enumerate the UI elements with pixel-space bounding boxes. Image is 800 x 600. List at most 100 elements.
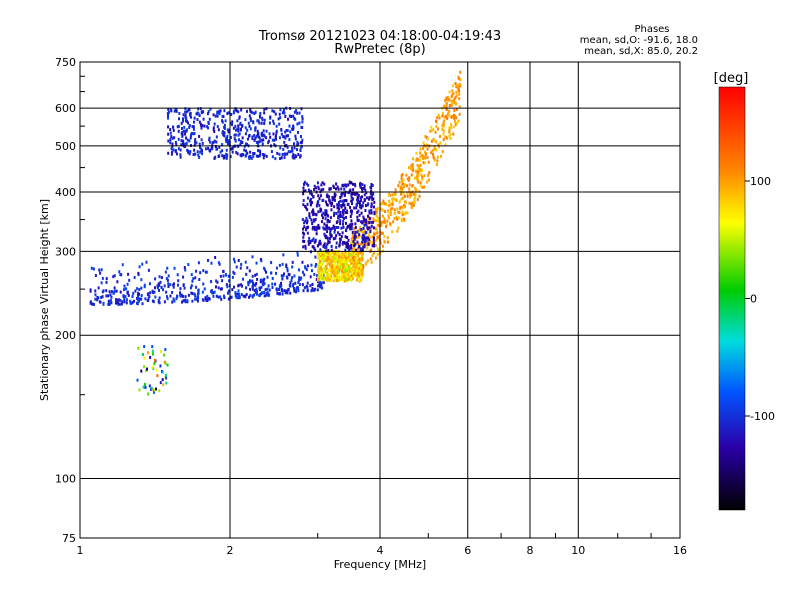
scatter-point (342, 201, 345, 205)
scatter-point (283, 152, 286, 156)
scatter-point (356, 230, 359, 234)
scatter-point (367, 242, 370, 246)
scatter-point (350, 278, 353, 282)
scatter-point (347, 183, 350, 187)
scatter-point (362, 231, 365, 235)
scatter-point (314, 255, 317, 259)
scatter-point (255, 292, 258, 296)
scatter-point (175, 297, 178, 301)
scatter-point (303, 221, 306, 225)
scatter-point (287, 150, 290, 154)
scatter-point (458, 92, 461, 96)
scatter-point (458, 97, 461, 101)
scatter-point (454, 82, 457, 86)
scatter-point (251, 279, 254, 283)
scatter-point (301, 283, 304, 287)
scatter-point (448, 104, 451, 108)
scatter-point (225, 273, 228, 277)
scatter-point (266, 275, 269, 279)
scatter-point (343, 254, 346, 258)
scatter-point (375, 208, 378, 212)
scatter-point (430, 125, 433, 129)
scatter-point (113, 289, 116, 293)
scatter-point (448, 126, 451, 130)
scatter-point (248, 124, 251, 128)
scatter-point (263, 153, 266, 157)
scatter-point (188, 139, 191, 143)
scatter-point (116, 280, 119, 284)
scatter-point (404, 200, 407, 204)
scatter-point (379, 241, 382, 245)
scatter-point (354, 253, 357, 257)
scatter-point (343, 262, 346, 266)
scatter-point (314, 248, 317, 252)
scatter-point (249, 154, 252, 158)
scatter-point (333, 256, 336, 260)
scatter-point (265, 270, 268, 274)
scatter-point (233, 133, 236, 137)
scatter-point (201, 290, 204, 294)
scatter-point (285, 129, 288, 133)
scatter-point (416, 164, 419, 168)
scatter-point (265, 129, 268, 133)
scatter-point (400, 189, 403, 193)
scatter-point (317, 185, 320, 189)
colorbar-label: [deg] (714, 71, 749, 86)
scatter-point (363, 193, 366, 197)
scatter-point (185, 117, 188, 121)
scatter-point (328, 219, 331, 223)
scatter-point (412, 193, 415, 197)
scatter-point (263, 294, 266, 298)
scatter-point (255, 141, 258, 145)
scatter-point (353, 272, 356, 276)
scatter-point (239, 139, 242, 143)
scatter-point (175, 142, 178, 146)
scatter-point (441, 124, 444, 128)
scatter-point (360, 204, 363, 208)
scatter-point (190, 133, 193, 137)
scatter-point (346, 209, 349, 213)
scatter-point (416, 178, 419, 182)
scatter-point (357, 269, 360, 273)
scatter-point (222, 294, 225, 298)
scatter-point (265, 107, 268, 111)
scatter-point (234, 124, 237, 128)
scatter-point (261, 118, 264, 122)
scatter-point (411, 168, 414, 172)
scatter-point (433, 145, 436, 149)
scatter-point (358, 260, 361, 264)
scatter-point (246, 151, 249, 155)
scatter-point (329, 232, 332, 236)
scatter-point (408, 201, 411, 205)
scatter-point (455, 107, 458, 111)
scatter-point (389, 202, 392, 206)
scatter-point (145, 367, 148, 371)
scatter-point (238, 296, 241, 300)
scatter-point (215, 140, 218, 144)
scatter-point (229, 155, 232, 159)
scatter-point (387, 216, 390, 220)
scatter-point (318, 203, 321, 207)
scatter-point (338, 253, 341, 257)
colorbar-tick-label: 0 (750, 293, 757, 306)
scatter-point (263, 291, 266, 295)
scatter-point (442, 121, 445, 125)
scatter-point (92, 267, 95, 271)
scatter-point (158, 283, 161, 287)
scatter-point (321, 286, 324, 290)
scatter-point (457, 75, 460, 79)
scatter-point (335, 187, 338, 191)
scatter-point (445, 114, 448, 118)
scatter-point (202, 269, 205, 273)
scatter-point (274, 282, 277, 286)
scatter-point (210, 261, 213, 265)
scatter-point (310, 192, 313, 196)
scatter-point (391, 200, 394, 204)
scatter-point (337, 210, 340, 214)
scatter-point (279, 281, 282, 285)
scatter-point (448, 90, 451, 94)
scatter-point (230, 295, 233, 299)
y-tick-label: 750 (55, 56, 76, 69)
scatter-point (276, 291, 279, 295)
